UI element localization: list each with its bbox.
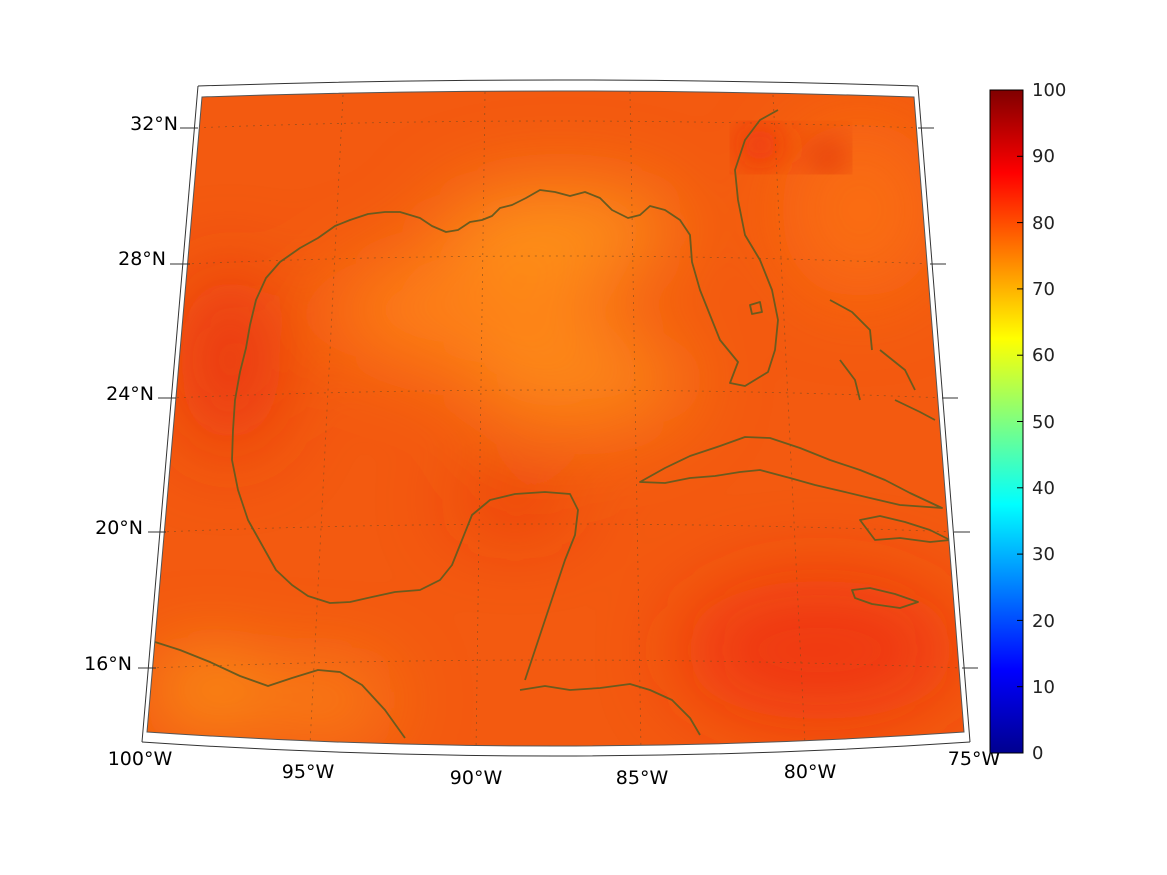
colorbar-label-40: 40 xyxy=(1032,478,1055,499)
colorbar-label-70: 70 xyxy=(1032,279,1055,300)
lon-label-95w: 95°W xyxy=(282,761,335,783)
lon-label-85w: 85°W xyxy=(616,767,669,789)
lat-label-32n: 32°N xyxy=(130,113,178,135)
colorbar-label-10: 10 xyxy=(1032,677,1055,698)
lon-label-100w: 100°W xyxy=(108,748,173,770)
colorbar-label-80: 80 xyxy=(1032,213,1055,234)
lon-label-90w: 90°W xyxy=(450,767,503,789)
cuba-coastline xyxy=(639,436,943,509)
colorbar-label-0: 0 xyxy=(1032,743,1043,764)
coastlines xyxy=(154,109,951,739)
colorbar-label-90: 90 xyxy=(1032,146,1055,167)
lake-okeechobee xyxy=(749,301,763,315)
colorbar-label-60: 60 xyxy=(1032,345,1055,366)
colorbar-label-30: 30 xyxy=(1032,544,1055,565)
gulf-coastline xyxy=(231,109,779,681)
colorbar: 100 90 80 70 60 50 40 30 20 10 0 xyxy=(989,80,1066,764)
temperature-field xyxy=(147,91,964,746)
graticule xyxy=(149,91,963,746)
lat-label-24n: 24°N xyxy=(106,383,154,405)
jamaica-coastline xyxy=(851,587,919,609)
map-frame xyxy=(146,90,965,747)
map-frame-ticks xyxy=(138,79,978,757)
lon-label-75w: 75°W xyxy=(948,748,1001,770)
central-america-coastline xyxy=(154,641,406,739)
honduras-coastline xyxy=(519,683,701,736)
colorbar-label-50: 50 xyxy=(1032,412,1055,433)
colorbar-label-20: 20 xyxy=(1032,611,1055,632)
lat-label-20n: 20°N xyxy=(95,517,143,539)
colorbar-label-100: 100 xyxy=(1032,80,1066,101)
lat-label-16n: 16°N xyxy=(84,653,132,675)
lon-label-80w: 80°W xyxy=(784,761,837,783)
lat-label-28n: 28°N xyxy=(118,248,166,270)
colorbar-ticks xyxy=(1017,155,1023,688)
bahamas-outline xyxy=(829,299,936,421)
